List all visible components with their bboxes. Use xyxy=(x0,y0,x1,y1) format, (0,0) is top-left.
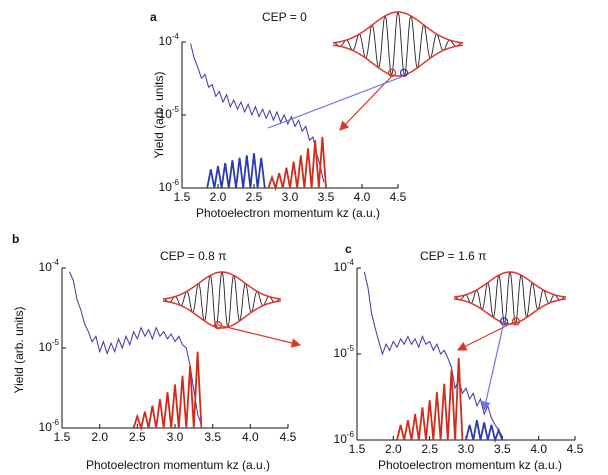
panel-title: CEP = 1.6 π xyxy=(420,249,486,263)
x-tick-label: 3.5 xyxy=(204,430,221,444)
x-tick-label: 1.5 xyxy=(174,190,191,204)
pulse-marker xyxy=(499,317,509,326)
x-tick-label: 2.5 xyxy=(129,430,146,444)
data-line xyxy=(206,153,266,189)
x-tick-label: 2.5 xyxy=(246,190,263,204)
x-tick-label: 3.5 xyxy=(318,190,335,204)
data-line xyxy=(190,43,325,183)
x-tick-label: 4.0 xyxy=(530,442,547,456)
x-axis-label: Photoelectron momentum kz (a.u.) xyxy=(196,206,380,220)
x-tick-label: 2.5 xyxy=(421,442,438,456)
x-tick-label: 2.0 xyxy=(385,442,402,456)
x-tick-label: 4.0 xyxy=(242,430,259,444)
pulse-envelope xyxy=(162,300,282,329)
pulse-marker xyxy=(511,317,521,326)
x-tick-label: 3.0 xyxy=(458,442,475,456)
data-line xyxy=(267,136,327,192)
x-tick-label: 2.0 xyxy=(210,190,227,204)
pulse-envelope xyxy=(162,271,282,300)
x-tick-label: 4.0 xyxy=(354,190,371,204)
x-axis-label: Photoelectron momentum kz (a.u.) xyxy=(378,458,562,472)
panel-letter: a xyxy=(150,10,157,24)
x-tick-label: 1.5 xyxy=(54,430,71,444)
y-axis-label: Yield (arb. units) xyxy=(152,72,166,159)
pulse-marker xyxy=(213,321,223,330)
x-tick-label: 2.0 xyxy=(91,430,108,444)
x-tick-label: 1.5 xyxy=(349,442,366,456)
x-tick-label: 3.0 xyxy=(167,430,184,444)
data-line xyxy=(465,420,504,444)
data-line xyxy=(363,271,503,437)
arrow xyxy=(481,321,505,412)
pulse-envelope xyxy=(453,271,567,298)
pulse-envelope xyxy=(332,11,464,44)
y-axis-label: Yield (arb. units) xyxy=(12,307,26,394)
x-axis-label: Photoelectron momentum kz (a.u.) xyxy=(86,458,270,472)
data-line xyxy=(132,351,203,432)
arrow xyxy=(267,75,405,129)
panel-letter: b xyxy=(12,232,19,246)
x-tick-label: 4.5 xyxy=(280,430,297,444)
data-line xyxy=(396,357,464,441)
panel-letter: c xyxy=(345,242,352,256)
arrow xyxy=(217,324,302,348)
panel-title: CEP = 0.8 π xyxy=(160,249,226,263)
data-line xyxy=(69,271,202,425)
x-tick-label: 3.0 xyxy=(282,190,299,204)
arrow xyxy=(456,321,515,351)
arrow xyxy=(339,75,393,131)
pulse-envelope xyxy=(332,44,464,77)
x-tick-label: 4.5 xyxy=(567,442,584,456)
x-tick-label: 3.5 xyxy=(494,442,511,456)
panel-title: CEP = 0 xyxy=(262,10,307,24)
x-tick-label: 4.5 xyxy=(390,190,407,204)
